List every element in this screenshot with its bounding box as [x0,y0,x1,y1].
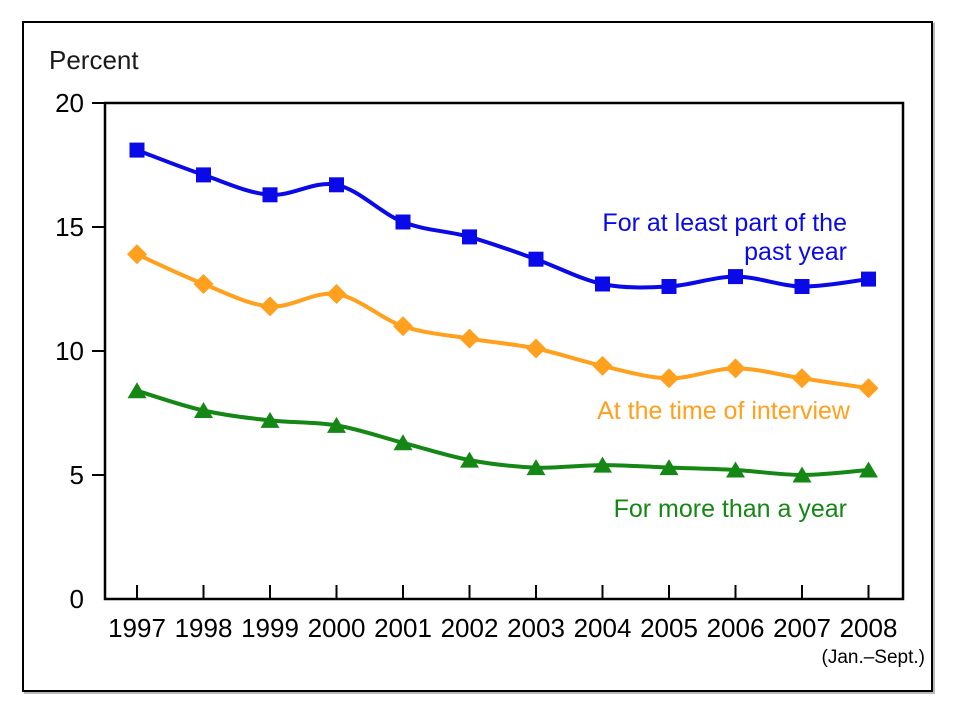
marker-diamond [193,274,214,294]
x-tick-label: 2002 [441,613,499,643]
y-tick-label: 10 [55,336,84,366]
figure-border [22,21,933,692]
x-tick-label: 2005 [640,613,698,643]
y-axis: 0 5 10 15 20 [55,88,105,614]
series-group [127,142,879,483]
marker-diamond [792,368,812,389]
marker-diamond [127,244,147,265]
x-tick-label: 1999 [241,613,299,643]
x-tick-label: 2003 [507,613,565,643]
annotation-at-time-of-interview: At the time of interview [597,397,851,425]
marker-triangle [460,451,479,468]
marker-diamond [526,338,546,359]
x-axis-note: (Jan.–Sept.) [822,647,926,668]
series-line [135,388,871,477]
marker-square [196,167,211,183]
marker-square [462,229,477,245]
marker-square [329,177,344,193]
marker-diamond [858,378,879,399]
series-square [129,142,876,294]
x-tick-label: 1998 [175,613,233,643]
series-line [135,252,871,391]
marker-diamond [725,358,746,379]
marker-triangle [593,456,612,473]
marker-triangle [393,434,413,451]
marker-triangle [792,466,812,483]
y-tick-label: 20 [55,88,84,118]
plot-frame [103,101,905,601]
marker-diamond [659,368,679,389]
series-diamond [127,244,879,399]
marker-triangle [127,382,147,399]
marker-square [129,142,145,158]
x-tick-label: 2001 [374,613,432,643]
y-tick-label: 0 [70,584,84,614]
marker-square [262,187,278,203]
marker-diamond [592,355,613,376]
x-tick-label: 2006 [707,613,765,643]
annotation-part-of-past-year-line2: past year [744,238,847,266]
y-tick-label: 5 [70,460,84,490]
marker-diamond [260,296,280,317]
marker-square [528,251,544,267]
marker-triangle [526,459,546,476]
marker-square [595,276,610,292]
marker-triangle [260,411,280,428]
x-tick-label: 2007 [773,613,831,643]
annotation-part-of-past-year-line1: For at least part of the [602,209,847,237]
annotation-more-than-a-year: For more than a year [614,495,847,523]
x-tick-label: 2004 [574,613,632,643]
marker-triangle [194,402,213,418]
marker-triangle [859,461,878,478]
x-axis: 1997 1998 1999 2000 2001 2002 2003 2004 2005 2006… [108,585,897,643]
marker-diamond [393,316,413,337]
marker-triangle [327,416,346,433]
marker-square [728,269,743,285]
marker-square [661,279,677,294]
marker-square [794,279,810,294]
x-tick-label: 1997 [108,613,166,643]
series-triangle [127,382,878,483]
x-tick-label: 2000 [308,613,366,643]
marker-square [395,214,411,230]
y-axis-title: Percent [49,45,139,75]
marker-square [861,271,876,287]
marker-triangle [726,461,745,478]
marker-triangle [659,459,679,476]
y-tick-label: 15 [55,212,84,242]
marker-diamond [459,328,480,349]
marker-diamond [326,284,347,304]
x-tick-label: 2008 [840,613,898,643]
